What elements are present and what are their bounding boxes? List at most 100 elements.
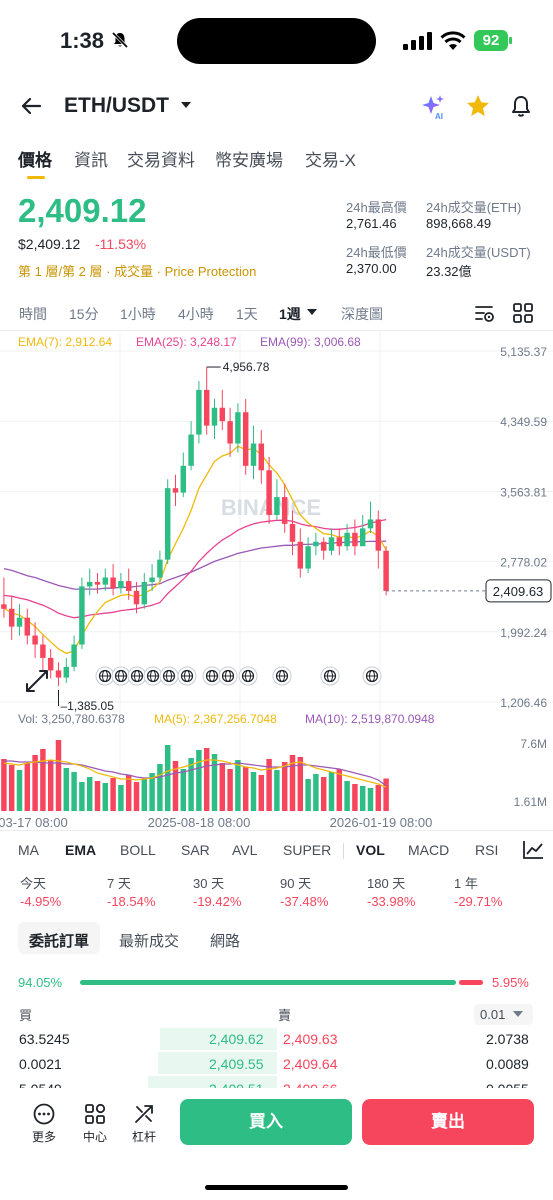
indicator-ma[interactable]: MA [18, 842, 39, 858]
tab-binance-square[interactable]: 幣安廣場 [215, 151, 283, 170]
candle-body [164, 488, 171, 560]
volume-bar [266, 759, 272, 811]
event-globe-icon [279, 670, 285, 682]
tab-trading-data[interactable]: 交易資料 [127, 151, 195, 170]
volume-usdt-label: 24h成交量(USDT) [426, 245, 531, 260]
indicator-sar[interactable]: SAR [181, 842, 210, 858]
event-globe-icon [245, 670, 251, 682]
bid-qty[interactable]: 63.5245 [19, 1031, 70, 1047]
subtab-latest-trades[interactable]: 最新成交 [119, 933, 180, 950]
candle-body [328, 537, 335, 551]
indicator-super[interactable]: SUPER [283, 842, 332, 858]
interval-time[interactable]: 時間 [19, 306, 47, 322]
volume-bar [196, 750, 202, 811]
indicator-vol[interactable]: VOL [356, 842, 385, 858]
candle-body [266, 470, 272, 515]
indicator-avl[interactable]: AVL [232, 842, 258, 858]
back-arrow-icon[interactable] [20, 95, 42, 117]
x-tick-label: 2025-08-18 08:00 [148, 815, 251, 830]
caret-down-icon[interactable] [180, 100, 192, 110]
tab-info[interactable]: 資訊 [74, 151, 108, 170]
bid-price[interactable]: 2,409.55 [209, 1056, 264, 1072]
leverage-label[interactable]: 杠杆 [132, 1130, 157, 1144]
indicator-boll[interactable]: BOLL [120, 842, 156, 858]
indicator-rsi[interactable]: RSI [475, 842, 499, 858]
pair-title[interactable]: ETH/USDT [64, 94, 169, 117]
interval-1d[interactable]: 1天 [236, 306, 258, 322]
interval-1w[interactable]: 1週 [279, 306, 301, 322]
interval-caret-icon[interactable] [307, 308, 317, 316]
perf-label-180d: 180 天 [367, 876, 406, 891]
bid-qty[interactable]: 0.0021 [19, 1056, 62, 1072]
bid-price[interactable]: 2,409.62 [209, 1031, 264, 1047]
event-globe-icon [134, 670, 140, 682]
favorite-star-icon[interactable] [465, 94, 491, 118]
candle-body [211, 407, 218, 426]
ai-sparkle-icon[interactable]: AI [420, 94, 446, 120]
expand-chart-icon[interactable] [24, 668, 50, 694]
interval-4h[interactable]: 4小時 [178, 306, 214, 322]
ask-qty[interactable]: 2.0738 [486, 1031, 529, 1047]
y-tick-label: 2,778.02 [500, 556, 547, 570]
more-label[interactable]: 更多 [32, 1130, 57, 1144]
usd-price: $2,409.12 [18, 236, 81, 252]
leverage-icon[interactable] [133, 1103, 155, 1125]
ask-qty[interactable]: 0.0089 [486, 1056, 529, 1072]
ask-price[interactable]: 2,409.64 [283, 1056, 338, 1072]
indicator-macd[interactable]: MACD [408, 842, 450, 858]
candle-body [94, 581, 101, 585]
candlestick-chart[interactable]: BINANCE 5,135.374,349.593,563.812,778.02… [0, 330, 553, 830]
candle-body [196, 389, 202, 435]
tab-underline [27, 176, 45, 179]
sell-button[interactable]: 賣出 [362, 1099, 534, 1145]
indicator-chart-icon[interactable] [522, 840, 544, 860]
candle-body [375, 519, 382, 551]
layout-grid-icon[interactable] [513, 303, 533, 323]
candle-body [274, 497, 280, 515]
tab-trade-x[interactable]: 交易-X [305, 151, 356, 170]
volume-ma5-line [3, 759, 387, 788]
volume-bar [289, 755, 296, 811]
event-globe-icon [327, 670, 333, 682]
tab-price[interactable]: 價格 [18, 151, 52, 170]
interval-1h[interactable]: 1小時 [120, 306, 156, 322]
indicator-divider [343, 843, 344, 859]
volume-bar [305, 779, 311, 811]
precision-caret-icon[interactable] [513, 1010, 523, 1018]
interval-15m[interactable]: 15分 [69, 306, 99, 322]
candle-body [305, 546, 311, 569]
candle-body [102, 577, 109, 585]
dynamic-island [177, 18, 376, 64]
precision-select[interactable]: 0.01 [474, 1004, 533, 1025]
volume-bar [118, 785, 124, 811]
candle-body [118, 581, 124, 589]
candle-body [367, 519, 374, 529]
interval-depth[interactable]: 深度圖 [341, 306, 383, 322]
subtab-order-book[interactable]: 委託訂單 [29, 933, 90, 950]
signal-icon [403, 32, 432, 50]
chart-settings-icon[interactable] [473, 302, 495, 324]
center-label[interactable]: 中心 [83, 1130, 108, 1144]
volume-bar [344, 781, 350, 811]
center-icon[interactable] [84, 1103, 106, 1125]
ask-price[interactable]: 2,409.63 [283, 1031, 338, 1047]
pair-tags[interactable]: 第 1 層/第 2 層 · 成交量 · Price Protection [18, 264, 257, 279]
orderbook-buy-header: 買 [19, 1008, 33, 1023]
perf-label-today: 今天 [20, 876, 47, 891]
buy-button[interactable]: 買入 [180, 1099, 352, 1145]
candle-body [344, 532, 350, 547]
volume-bar [180, 769, 187, 811]
indicator-ema[interactable]: EMA [65, 842, 97, 858]
volume-bar [32, 755, 38, 811]
subtab-network[interactable]: 網路 [210, 933, 241, 950]
candle-body [8, 608, 15, 627]
more-icon[interactable] [33, 1103, 55, 1125]
volume-label: Vol: 3,250,780.6378 [18, 712, 125, 726]
y-tick-label: 4,349.59 [500, 415, 547, 429]
volume-bar [157, 764, 163, 811]
event-globe-icon [150, 670, 156, 682]
home-indicator [205, 1185, 348, 1190]
notification-bell-icon[interactable] [509, 94, 533, 118]
event-globe-icon [102, 670, 108, 682]
volume-bar [203, 748, 210, 811]
